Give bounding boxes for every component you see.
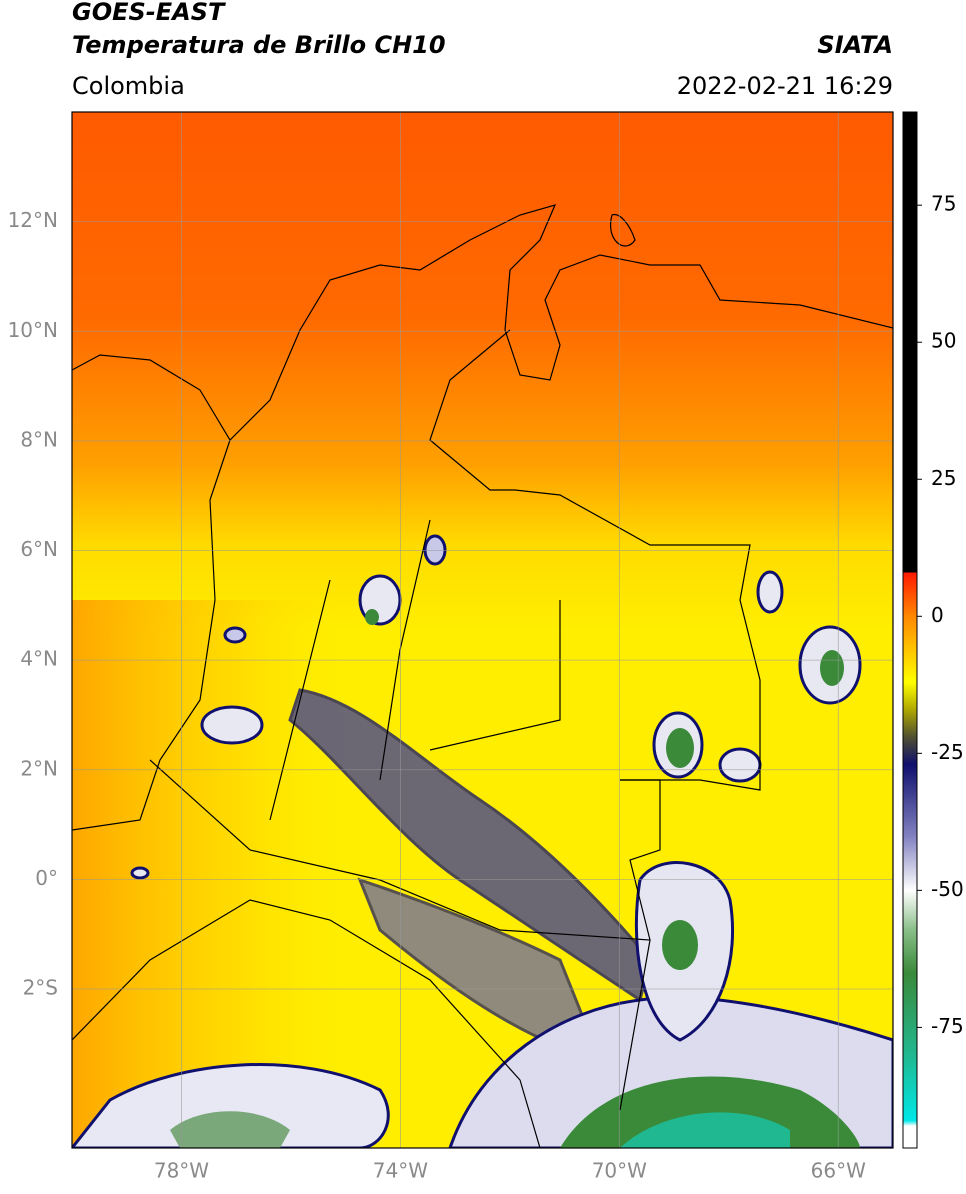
colorbar-tick-label: -50 <box>931 877 964 901</box>
title: GOES-EAST <box>72 0 226 26</box>
x-tick-label: 78°W <box>154 1159 209 1183</box>
y-tick-label: 0° <box>35 866 58 890</box>
colorbar-tick-label: 75 <box>931 192 956 216</box>
source: SIATA <box>817 31 893 59</box>
colorbar-tick-label: -75 <box>931 1014 964 1038</box>
y-tick-label: 4°N <box>20 647 58 671</box>
map-image <box>72 112 893 1148</box>
y-tick-label: 8°N <box>20 427 58 451</box>
header: GOES-EAST Temperatura de Brillo CH10 Col… <box>72 0 893 100</box>
y-tick-label: 2°S <box>23 976 58 1000</box>
borders <box>72 204 893 1148</box>
colorbar-tick-label: -25 <box>931 740 964 764</box>
y-tick-label: 10°N <box>8 318 58 342</box>
clouds <box>72 534 893 1148</box>
colorbar-tick-label: 0 <box>931 603 944 627</box>
subtitle: Temperatura de Brillo CH10 <box>72 31 446 59</box>
y-tick-label: 12°N <box>8 208 58 232</box>
y-tick-label: 2°N <box>20 756 58 780</box>
map-frame <box>71 111 894 1149</box>
colorbar-tick-label: 50 <box>931 329 956 353</box>
x-tick-label: 70°W <box>592 1159 647 1183</box>
x-tick-label: 74°W <box>373 1159 428 1183</box>
colorbar-tick-label: 25 <box>931 466 956 490</box>
region: Colombia <box>72 72 185 100</box>
datetime: 2022-02-21 16:29 <box>677 72 893 100</box>
y-tick-label: 6°N <box>20 537 58 561</box>
colorbar <box>902 111 918 1149</box>
x-tick-label: 66°W <box>811 1159 866 1183</box>
